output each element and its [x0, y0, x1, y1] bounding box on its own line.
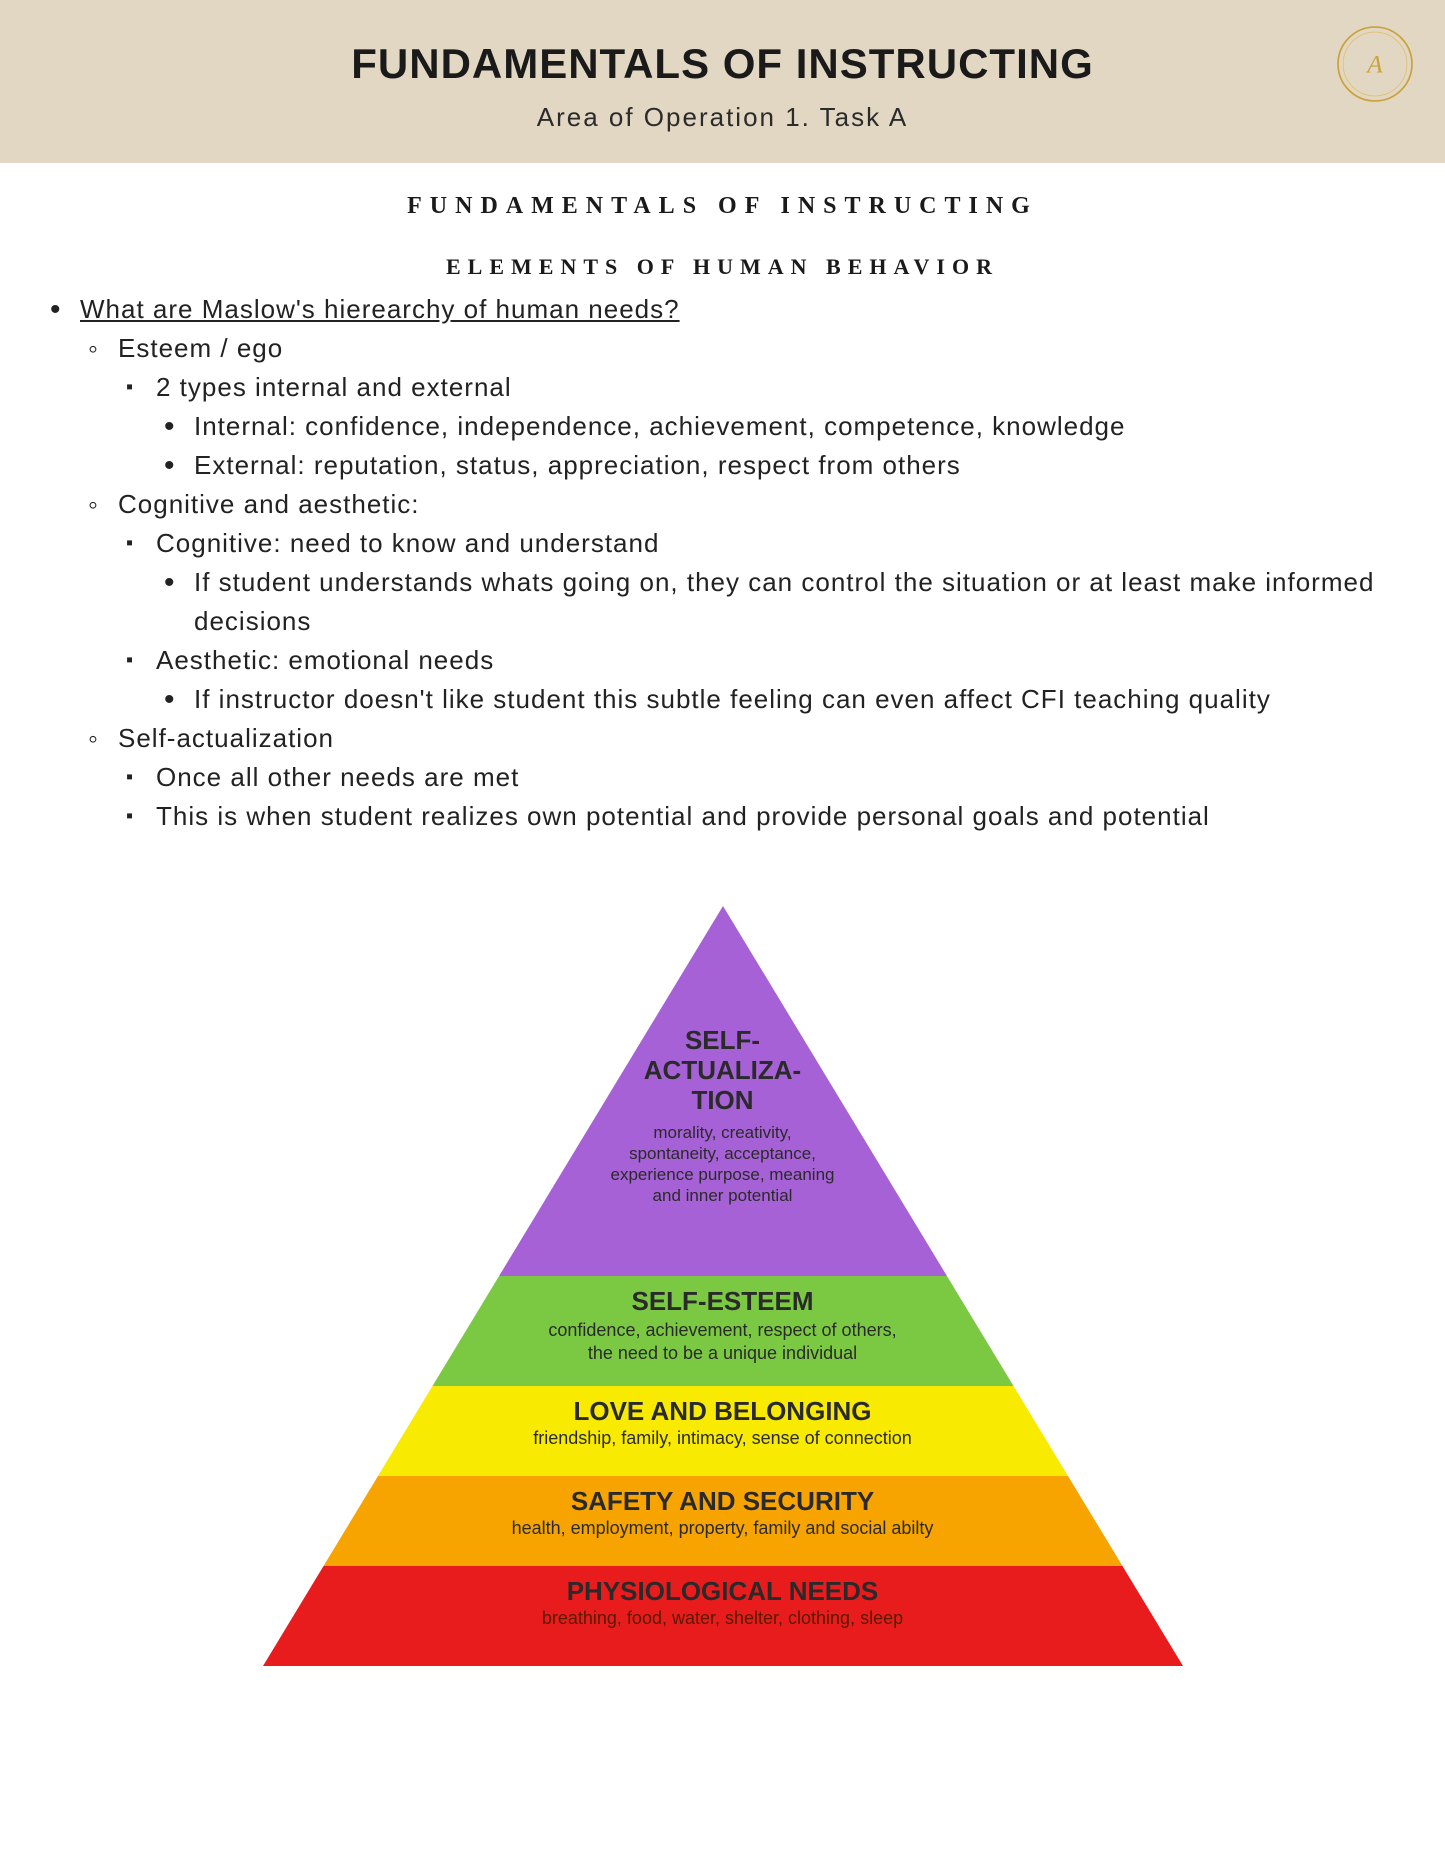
item-label: External: reputation, status, appreciati…	[194, 450, 961, 480]
section-subtitle: ELEMENTS OF HUMAN BEHAVIOR	[0, 254, 1445, 280]
header-band: FUNDAMENTALS OF INSTRUCTING Area of Oper…	[0, 0, 1445, 163]
tier-desc: breathing, food, water, shelter, clothin…	[263, 1607, 1183, 1630]
item-label: Self-actualization	[118, 723, 334, 753]
list-item: If student understands whats going on, t…	[156, 563, 1403, 641]
item-label: If student understands whats going on, t…	[194, 567, 1374, 636]
pyramid-tier-self-actualization: SELF-ACTUALIZA-TION morality, creativity…	[263, 1026, 1183, 1207]
list-item: If instructor doesn't like student this …	[156, 680, 1403, 719]
list-item: Aesthetic: emotional needs If instructor…	[118, 641, 1403, 719]
tier-title: SAFETY AND SECURITY	[263, 1486, 1183, 1517]
item-label: Cognitive and aesthetic:	[118, 489, 420, 519]
list-item: External: reputation, status, appreciati…	[156, 446, 1403, 485]
item-label: Once all other needs are met	[156, 762, 519, 792]
list-item: Esteem / ego 2 types internal and extern…	[80, 329, 1403, 485]
pyramid-tier-self-esteem: SELF-ESTEEM confidence, achievement, res…	[263, 1286, 1183, 1364]
question-item: What are Maslow's hierearchy of human ne…	[42, 290, 1403, 836]
item-label: Internal: confidence, independence, achi…	[194, 411, 1125, 441]
page-subtitle: Area of Operation 1. Task A	[30, 102, 1415, 133]
tier-title: SELF-ACTUALIZA-TION	[263, 1026, 1183, 1116]
tier-title: SELF-ESTEEM	[263, 1286, 1183, 1317]
section-title: FUNDAMENTALS OF INSTRUCTING	[0, 193, 1445, 220]
tier-desc: confidence, achievement, respect of othe…	[263, 1319, 1183, 1364]
tier-title: PHYSIOLOGICAL NEEDS	[263, 1576, 1183, 1607]
item-label: Esteem / ego	[118, 333, 283, 363]
pyramid-tier-love-belonging: LOVE AND BELONGING friendship, family, i…	[263, 1396, 1183, 1450]
item-label: Aesthetic: emotional needs	[156, 645, 494, 675]
pyramid-container: SELF-ACTUALIZA-TION morality, creativity…	[0, 906, 1445, 1706]
pyramid-tier-safety-security: SAFETY AND SECURITY health, employment, …	[263, 1486, 1183, 1540]
list-item: Cognitive and aesthetic: Cognitive: need…	[80, 485, 1403, 719]
list-item: This is when student realizes own potent…	[118, 797, 1403, 836]
list-item: Self-actualization Once all other needs …	[80, 719, 1403, 836]
item-label: 2 types internal and external	[156, 372, 512, 402]
list-item: Once all other needs are met	[118, 758, 1403, 797]
outline-content: What are Maslow's hierearchy of human ne…	[0, 290, 1445, 836]
svg-text:A: A	[1365, 51, 1383, 78]
tier-desc: health, employment, property, family and…	[263, 1517, 1183, 1540]
item-label: This is when student realizes own potent…	[156, 801, 1210, 831]
maslow-pyramid: SELF-ACTUALIZA-TION morality, creativity…	[263, 906, 1183, 1666]
brand-logo-icon: A	[1333, 22, 1417, 106]
pyramid-tier-physiological: PHYSIOLOGICAL NEEDS breathing, food, wat…	[263, 1576, 1183, 1630]
item-label: If instructor doesn't like student this …	[194, 684, 1271, 714]
tier-title: LOVE AND BELONGING	[263, 1396, 1183, 1427]
list-item: Cognitive: need to know and understand I…	[118, 524, 1403, 641]
tier-desc: morality, creativity,spontaneity, accept…	[263, 1122, 1183, 1207]
list-item: Internal: confidence, independence, achi…	[156, 407, 1403, 446]
list-item: 2 types internal and external Internal: …	[118, 368, 1403, 485]
item-label: Cognitive: need to know and understand	[156, 528, 659, 558]
page-title: FUNDAMENTALS OF INSTRUCTING	[30, 40, 1415, 88]
question-text: What are Maslow's hierearchy of human ne…	[80, 294, 680, 324]
tier-desc: friendship, family, intimacy, sense of c…	[263, 1427, 1183, 1450]
